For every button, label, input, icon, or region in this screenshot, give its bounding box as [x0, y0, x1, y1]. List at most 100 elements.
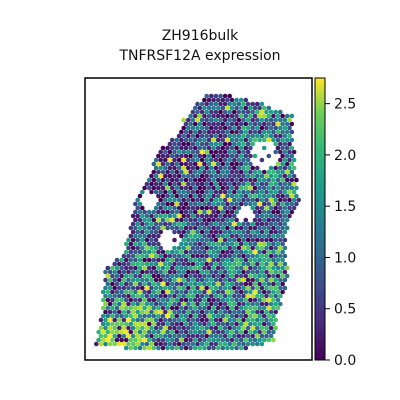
spot — [218, 93, 223, 99]
spot — [229, 297, 235, 303]
spot — [130, 253, 136, 259]
spot — [117, 277, 122, 283]
spot — [140, 317, 145, 323]
spot — [209, 133, 214, 139]
spot — [273, 245, 279, 251]
spot — [275, 209, 281, 215]
spot — [225, 97, 230, 103]
spot — [232, 325, 237, 331]
spot — [248, 161, 253, 167]
spot — [209, 125, 214, 131]
spot — [282, 173, 288, 179]
spot — [158, 269, 163, 275]
spot — [204, 325, 209, 331]
spot — [252, 249, 258, 255]
spot — [188, 281, 193, 287]
spot — [169, 193, 175, 199]
spot — [149, 269, 154, 275]
spot — [183, 217, 189, 223]
spot — [245, 317, 251, 323]
spot — [209, 165, 214, 171]
spot — [183, 289, 189, 295]
spot — [225, 297, 230, 303]
spot — [227, 173, 232, 179]
spot — [204, 261, 209, 267]
spot — [225, 129, 230, 135]
spot — [188, 217, 193, 223]
spot — [142, 321, 147, 327]
spot — [248, 321, 253, 327]
spot — [169, 209, 175, 215]
spot — [192, 289, 198, 295]
spot — [268, 309, 274, 315]
spot — [98, 341, 104, 347]
spot — [273, 293, 279, 299]
spot — [174, 137, 180, 143]
spot — [149, 213, 154, 219]
spot — [280, 113, 285, 119]
spot — [213, 213, 219, 219]
spot — [213, 221, 219, 227]
spot — [211, 209, 216, 215]
spot — [137, 289, 143, 295]
spot — [204, 317, 209, 323]
spot — [225, 345, 230, 351]
spot — [238, 97, 244, 103]
spot — [195, 301, 200, 307]
spot — [128, 281, 134, 287]
spot — [275, 289, 281, 295]
spot — [268, 261, 274, 267]
spot — [181, 197, 186, 203]
spot — [254, 261, 260, 267]
spot — [119, 329, 124, 335]
spot — [271, 233, 276, 239]
spot — [169, 345, 175, 351]
spot — [257, 137, 262, 143]
spot — [227, 325, 232, 331]
spot — [275, 161, 281, 167]
spot — [146, 225, 152, 231]
spot — [197, 233, 203, 239]
spot — [192, 185, 198, 191]
spot — [176, 269, 182, 275]
spot — [197, 289, 203, 295]
spot — [261, 265, 267, 271]
spot — [174, 201, 180, 207]
spot — [110, 337, 115, 343]
spot — [128, 297, 134, 303]
spot — [192, 113, 198, 119]
spot — [100, 289, 106, 295]
spot — [199, 109, 205, 115]
spot — [248, 297, 253, 303]
spot — [252, 169, 258, 175]
spot — [135, 237, 140, 243]
spot — [204, 229, 209, 235]
spot — [278, 149, 283, 155]
spot — [165, 265, 170, 271]
spot — [137, 201, 143, 207]
spot — [268, 333, 274, 339]
spot — [220, 225, 226, 231]
spot — [163, 213, 168, 219]
spot — [206, 257, 212, 263]
spot — [190, 165, 196, 171]
spot — [215, 145, 221, 151]
spot — [264, 197, 269, 203]
spot — [250, 205, 255, 211]
spot — [234, 113, 239, 119]
spot — [153, 181, 159, 187]
spot — [234, 129, 239, 135]
spot — [278, 301, 283, 307]
spot — [105, 289, 111, 295]
spot — [250, 181, 255, 187]
spot — [123, 249, 129, 255]
spot — [169, 337, 175, 343]
spot — [250, 165, 255, 171]
spot — [209, 325, 214, 331]
spot — [215, 329, 221, 335]
spot — [271, 137, 276, 143]
spot — [156, 289, 161, 295]
spot — [204, 125, 209, 131]
spot — [266, 265, 272, 271]
spot — [190, 229, 196, 235]
